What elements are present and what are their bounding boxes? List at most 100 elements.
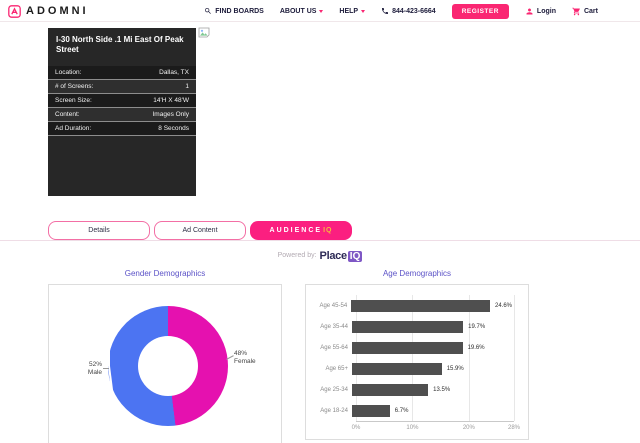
male-name: Male	[87, 369, 102, 377]
billboard-detail-row: Screen Size: 14'H X 48'W	[48, 94, 196, 108]
tab-ad-content[interactable]: Ad Content	[154, 221, 246, 240]
gridline	[356, 295, 357, 421]
billboard-title: I-30 North Side .1 Mi East Of Peak Stree…	[56, 35, 184, 55]
age-bar-row: Age 65+ 15.9%	[316, 358, 512, 379]
donut-segment-divider	[108, 306, 110, 366]
phone-icon	[382, 8, 389, 14]
billboard-detail-row: Location: Dallas, TX	[48, 66, 196, 80]
cart-icon	[572, 7, 580, 15]
tab-details[interactable]: Details	[48, 221, 150, 240]
tab-audience-label: AUDIENCE	[269, 227, 323, 234]
nav-find-boards[interactable]: FIND BOARDS	[204, 7, 264, 15]
age-bar	[352, 383, 429, 396]
chevron-down-icon	[319, 10, 324, 13]
gender-demographics-chart: 52% Male 48% Female	[48, 284, 282, 443]
nav-login-label: Login	[536, 7, 556, 15]
adomni-logo[interactable]: ADOMNI	[8, 0, 89, 22]
age-category-label: Age 25-34	[320, 386, 348, 393]
nav-help-label: HELP	[339, 7, 359, 15]
age-category-label: Age 35-44	[320, 323, 348, 330]
detail-label: Content:	[55, 111, 80, 118]
age-bar-row: Age 18-24 6.7%	[316, 400, 512, 421]
age-chart-gridlines	[356, 295, 515, 422]
donut-leader-line	[226, 355, 234, 360]
age-bar-value: 19.7%	[468, 323, 486, 330]
age-bar-value: 13.5%	[433, 386, 451, 393]
x-axis-tick-label: 0%	[351, 425, 361, 431]
x-axis-tick-label: 10%	[406, 425, 419, 431]
detail-value: Images Only	[152, 111, 190, 118]
search-icon	[205, 8, 212, 14]
tab-divider-line	[0, 240, 640, 241]
male-pct: 52%	[88, 361, 102, 368]
detail-value: 14'H X 48'W	[153, 97, 189, 104]
age-bar-row: Age 45-54 24.6%	[316, 295, 512, 316]
female-label: 48% Female	[234, 350, 256, 366]
nav-find-boards-label: FIND BOARDS	[215, 7, 264, 15]
age-bar	[352, 341, 463, 354]
detail-label: # of Screens:	[55, 83, 94, 90]
donut-leader-line	[103, 368, 109, 369]
adomni-logo-icon	[8, 4, 21, 18]
gender-chart-title: Gender Demographics	[124, 269, 206, 278]
gridline	[468, 295, 470, 421]
age-bar-value: 15.9%	[446, 365, 464, 372]
age-bar	[352, 404, 390, 417]
age-bar-row: Age 55-64 19.6%	[316, 337, 512, 358]
nav-about-us-label: ABOUT US	[279, 7, 317, 15]
nav-menu: FIND BOARDS ABOUT US HELP 844-423-6664 R…	[204, 0, 598, 22]
detail-value: 8 Seconds	[158, 125, 189, 132]
logo-text: ADOMNI	[26, 5, 89, 17]
age-bar	[352, 362, 442, 375]
nav-cart[interactable]: Cart	[572, 7, 598, 16]
detail-label: Screen Size:	[55, 97, 92, 104]
nav-about-us[interactable]: ABOUT US	[280, 8, 324, 15]
detail-label: Location:	[55, 69, 82, 76]
x-axis-tick-label: 28%	[507, 425, 520, 431]
billboard-info-card: I-30 North Side .1 Mi East Of Peak Stree…	[48, 28, 196, 196]
placeiq-brand: Place	[319, 250, 348, 262]
tab-audience-iq-suffix: IQ	[323, 227, 333, 234]
top-nav-bar: ADOMNI FIND BOARDS ABOUT US HELP 844-423…	[0, 0, 640, 22]
detail-value: Dallas, TX	[159, 69, 189, 76]
age-demographics-chart: Age 45-54 24.6% Age 35-44 19.7% Age 55-64 19.…	[305, 284, 529, 440]
gridline	[514, 295, 515, 421]
age-bar-row: Age 35-44 19.7%	[316, 316, 512, 337]
age-category-label: Age 55-64	[320, 344, 348, 351]
nav-login[interactable]: Login	[525, 7, 556, 16]
nav-phone-number: 844-423-6664	[392, 7, 436, 15]
x-axis-tick-label: 20%	[462, 425, 475, 431]
powered-by-prefix: Powered by:	[277, 252, 317, 259]
age-bar-value: 6.7%	[394, 407, 409, 414]
register-button[interactable]: REGISTER	[451, 3, 509, 19]
nav-phone[interactable]: 844-423-6664	[381, 7, 436, 15]
male-label: 52% Male	[77, 361, 102, 377]
age-chart-bars: Age 45-54 24.6% Age 35-44 19.7% Age 55-64 19.…	[316, 295, 512, 421]
female-pct: 48%	[234, 350, 248, 357]
broken-image-icon	[198, 27, 210, 38]
user-icon	[526, 8, 533, 14]
nav-help[interactable]: HELP	[339, 7, 366, 15]
detail-label: Ad Duration:	[55, 125, 92, 132]
age-bar-row: Age 25-34 13.5%	[316, 379, 512, 400]
age-bar	[352, 320, 464, 333]
donut-hole	[138, 336, 198, 396]
female-name: Female	[234, 358, 256, 366]
tab-audience-iq[interactable]: AUDIENCE IQ	[250, 221, 352, 240]
tab-ad-content-label: Ad Content	[182, 227, 218, 234]
age-category-label: Age 18-24	[320, 407, 348, 414]
age-bar-value: 24.6%	[494, 302, 512, 309]
age-category-label: Age 45-54	[319, 302, 348, 309]
tab-details-label: Details	[88, 227, 110, 234]
age-category-label: Age 65+	[325, 365, 348, 372]
placeiq-iq-badge: IQ	[347, 251, 363, 262]
nav-cart-label: Cart	[583, 7, 598, 15]
age-bar	[351, 299, 490, 312]
chevron-down-icon	[361, 10, 366, 13]
billboard-detail-row: # of Screens: 1	[48, 80, 196, 94]
billboard-detail-row: Content: Images Only	[48, 108, 196, 122]
age-chart-title: Age Demographics	[382, 269, 452, 278]
billboard-detail-row: Ad Duration: 8 Seconds	[48, 122, 196, 136]
detail-value: 1	[185, 83, 189, 90]
